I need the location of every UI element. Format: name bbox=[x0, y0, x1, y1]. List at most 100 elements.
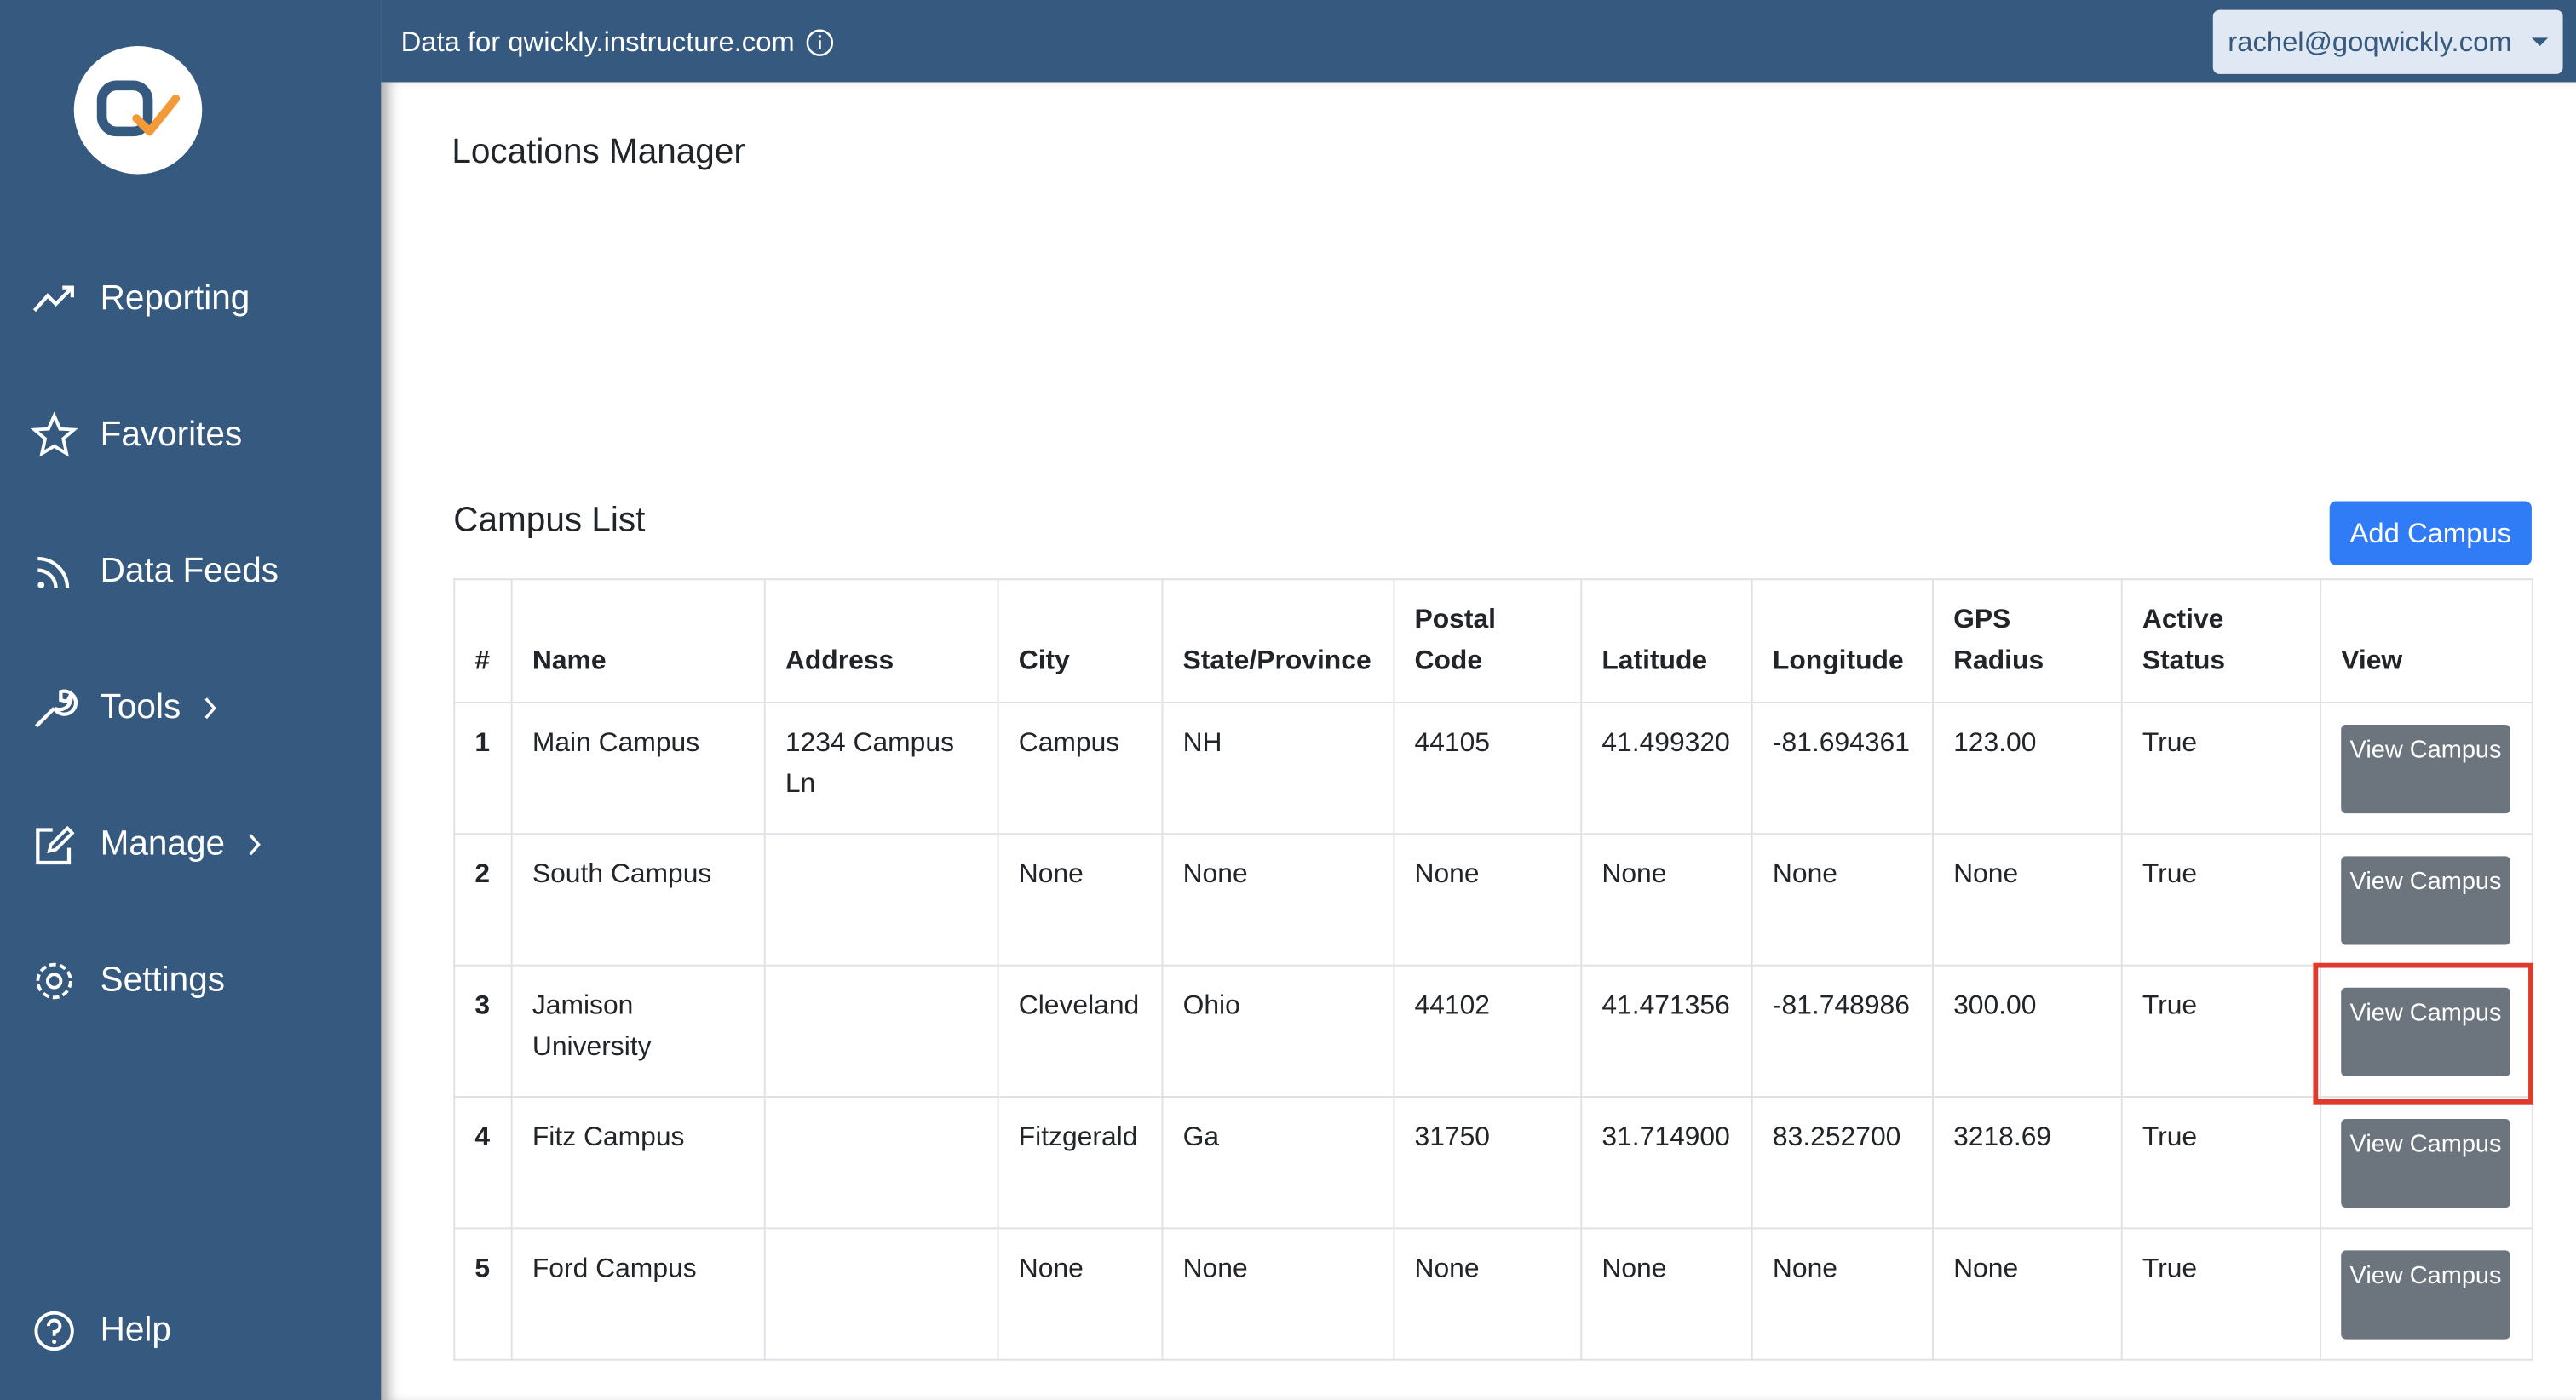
sidebar: Reporting Favorites Data Feeds Tools Man… bbox=[0, 0, 382, 1400]
table-cell: 4 bbox=[453, 1096, 513, 1230]
column-header: Address bbox=[763, 578, 999, 703]
view-campus-button[interactable]: View Campus bbox=[2341, 1119, 2510, 1208]
table-row: 3 Jamison University Cleveland Ohio 44102 41.… bbox=[453, 964, 2533, 1098]
nav-favorites[interactable]: Favorites bbox=[30, 410, 242, 460]
user-email: rachel@goqwickly.com bbox=[2228, 25, 2512, 57]
view-cell: View Campus bbox=[2320, 701, 2533, 835]
table-cell: South Campus bbox=[510, 833, 766, 967]
view-campus-button[interactable]: View Campus bbox=[2341, 987, 2510, 1076]
table-cell: None bbox=[1751, 1227, 1934, 1361]
table-cell: Fitz Campus bbox=[510, 1096, 766, 1230]
nav-reporting[interactable]: Reporting bbox=[30, 274, 250, 324]
table-cell: 5 bbox=[453, 1227, 513, 1361]
table-cell: Fitzgerald bbox=[997, 1096, 1164, 1230]
table-cell: 44105 bbox=[1393, 701, 1583, 835]
logo[interactable] bbox=[73, 46, 203, 175]
logo-mark bbox=[96, 80, 181, 137]
table-cell: True bbox=[2120, 1227, 2322, 1361]
info-icon[interactable] bbox=[804, 28, 834, 58]
column-header: Latitude bbox=[1580, 578, 1753, 703]
nav-label: Tools bbox=[100, 688, 181, 726]
table-row: 4 Fitz Campus Fitzgerald Ga 31750 31.714900 83… bbox=[453, 1096, 2533, 1230]
nav-label: Reporting bbox=[100, 279, 250, 318]
nav-label: Favorites bbox=[100, 416, 243, 454]
column-header: City bbox=[997, 578, 1164, 703]
nav-label: Data Feeds bbox=[100, 552, 279, 590]
table-cell: Ford Campus bbox=[510, 1227, 766, 1361]
table-cell: True bbox=[2120, 1096, 2322, 1230]
view-campus-button[interactable]: View Campus bbox=[2341, 856, 2510, 945]
chevron bbox=[249, 834, 261, 856]
view-campus-button[interactable]: View Campus bbox=[2341, 1250, 2510, 1340]
table-cell: None bbox=[1393, 1227, 1583, 1361]
column-header: State/Province bbox=[1161, 578, 1395, 703]
table-cell: True bbox=[2120, 964, 2322, 1098]
nav-label: Manage bbox=[100, 824, 226, 864]
table-cell: 1234 Campus Ln bbox=[763, 701, 999, 835]
table-cell: -81.748986 bbox=[1751, 964, 1934, 1098]
table-cell: 123.00 bbox=[1931, 701, 2123, 835]
icon bbox=[36, 825, 75, 865]
table-row: 5 Ford Campus None None None None None None True… bbox=[453, 1227, 2533, 1361]
table-cell: 2 bbox=[453, 833, 513, 967]
column-header: GPS Radius bbox=[1931, 578, 2123, 703]
table-cell: 44102 bbox=[1393, 964, 1583, 1098]
icon bbox=[36, 962, 72, 1000]
table-cell: None bbox=[1751, 833, 1934, 967]
table-cell: Campus bbox=[997, 701, 1164, 835]
table-cell: None bbox=[1931, 1227, 2123, 1361]
column-header: Longitude bbox=[1751, 578, 1934, 703]
nav-data-feeds[interactable]: Data Feeds bbox=[30, 548, 279, 597]
table-cell: -81.694361 bbox=[1751, 701, 1934, 835]
table-row: 2 South Campus None None None None None None Tru… bbox=[453, 833, 2533, 967]
table-cell: 3218.69 bbox=[1931, 1096, 2123, 1230]
table-cell: None bbox=[1580, 833, 1753, 967]
table-cell: Ga bbox=[1161, 1096, 1395, 1230]
table-cell bbox=[763, 964, 999, 1098]
highlight-box bbox=[2313, 962, 2533, 1105]
table-cell: Ohio bbox=[1161, 964, 1395, 1098]
table-cell: 83.252700 bbox=[1751, 1096, 1934, 1230]
campus-table: # Name Address City State/Province Postal Cod… bbox=[453, 578, 2533, 1361]
nav-manage[interactable]: Manage bbox=[30, 820, 296, 869]
chevron bbox=[204, 697, 216, 720]
table-cell: Main Campus bbox=[510, 701, 766, 835]
column-header: Postal Code bbox=[1393, 578, 1583, 703]
nav-settings[interactable]: Settings bbox=[30, 956, 225, 1006]
table-cell: 31750 bbox=[1393, 1096, 1583, 1230]
view-campus-button[interactable]: View Campus bbox=[2341, 724, 2510, 814]
table-cell: NH bbox=[1161, 701, 1395, 835]
table-cell: True bbox=[2120, 833, 2322, 967]
nav-label: Settings bbox=[100, 961, 226, 1000]
top-bar bbox=[381, 0, 2576, 83]
table-cell: 3 bbox=[453, 964, 513, 1098]
column-header: View bbox=[2320, 578, 2533, 703]
table-cell: None bbox=[1393, 833, 1583, 967]
icon bbox=[34, 689, 78, 728]
icon bbox=[37, 556, 70, 588]
add-campus-button[interactable]: Add Campus bbox=[2329, 501, 2532, 565]
table-row: 1 Main Campus 1234 Campus Ln Campus NH 44105 4… bbox=[453, 701, 2533, 835]
table-cell: 300.00 bbox=[1931, 964, 2123, 1098]
table-cell: 41.471356 bbox=[1580, 964, 1753, 1098]
view-cell: View Campus bbox=[2320, 964, 2533, 1098]
view-cell: View Campus bbox=[2320, 833, 2533, 967]
table-cell: 31.714900 bbox=[1580, 1096, 1753, 1230]
table-cell: None bbox=[997, 833, 1164, 967]
table-cell: None bbox=[1161, 833, 1395, 967]
table-cell: 41.499320 bbox=[1580, 701, 1753, 835]
user-menu[interactable]: rachel@goqwickly.com bbox=[2212, 9, 2563, 74]
table-cell: None bbox=[1931, 833, 2123, 967]
view-cell: View Campus bbox=[2320, 1227, 2533, 1361]
table-cell bbox=[763, 1096, 999, 1230]
table-cell bbox=[763, 833, 999, 967]
section-title: Campus List bbox=[453, 501, 646, 539]
icon bbox=[34, 1311, 74, 1351]
view-cell: View Campus bbox=[2320, 1096, 2533, 1230]
table-cell: Cleveland bbox=[997, 964, 1164, 1098]
page-title: Locations Manager bbox=[451, 133, 745, 171]
nav-help[interactable]: Help bbox=[30, 1306, 171, 1356]
table-cell bbox=[763, 1227, 999, 1361]
nav-label: Help bbox=[100, 1311, 171, 1350]
nav-tools[interactable]: Tools bbox=[30, 684, 251, 733]
